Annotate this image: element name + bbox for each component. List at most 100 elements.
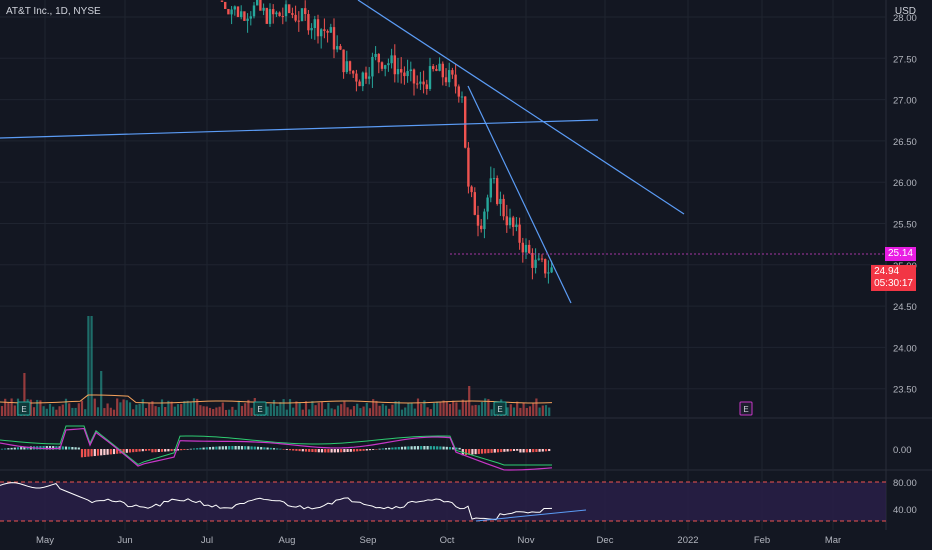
volume-bar — [295, 401, 298, 416]
volume-bar — [7, 402, 10, 416]
volume-bar — [381, 403, 384, 416]
currency-label: USD — [894, 6, 916, 17]
macd-histogram-bar — [375, 449, 378, 450]
volume-bar — [509, 404, 512, 416]
macd-histogram-bar — [128, 449, 132, 453]
time-axis-label: Dec — [597, 535, 614, 546]
candle-body — [387, 63, 390, 66]
macd-histogram-bar — [528, 449, 532, 453]
volume-bar — [279, 402, 282, 416]
volume-bar — [452, 400, 455, 416]
volume-bar — [77, 403, 80, 416]
macd-histogram-bar — [183, 449, 186, 450]
volume-bar — [304, 401, 308, 416]
volume-bar — [372, 399, 375, 416]
rsi-tick-label: 40.00 — [893, 505, 917, 516]
macd-histogram-bar — [90, 449, 93, 457]
price-tick-label: 25.50 — [893, 220, 917, 231]
volume-bar — [170, 401, 173, 416]
candle-body — [460, 96, 464, 98]
volume-bar — [202, 406, 205, 416]
time-axis-label: 2022 — [677, 535, 698, 546]
volume-bar — [128, 402, 132, 416]
macd-histogram-bar — [400, 446, 404, 450]
volume-bar — [42, 406, 45, 416]
volume-bar — [148, 402, 151, 416]
macd-histogram-bar — [336, 449, 340, 453]
price-tick-label: 23.50 — [893, 385, 917, 396]
volume-bar — [484, 398, 487, 416]
volume-bar — [55, 409, 58, 416]
candle-body — [515, 224, 518, 228]
macd-histogram-bar — [314, 449, 317, 453]
macd-histogram-bar — [391, 447, 394, 450]
macd-histogram-bar — [442, 446, 445, 450]
volume-bar — [103, 408, 106, 416]
macd-histogram-bar — [263, 447, 266, 450]
time-axis-label: Nov — [518, 535, 535, 546]
volume-bar — [183, 401, 186, 416]
macd-histogram-bar — [224, 446, 228, 450]
candle-body — [428, 66, 432, 89]
volume-bar — [154, 406, 157, 416]
candle-body — [307, 14, 310, 31]
candle-body — [374, 53, 377, 57]
price-tick-label: 27.50 — [893, 54, 917, 65]
candle-body — [220, 0, 224, 2]
macd-histogram-bar — [180, 449, 183, 451]
volume-bar — [32, 407, 36, 416]
alert-price-tag[interactable]: 25.14 — [884, 247, 916, 261]
current-price-tag[interactable]: 24.94 05:30:17 — [871, 265, 916, 291]
volume-bar — [196, 398, 199, 416]
volume-bar — [208, 407, 212, 416]
candle-body — [534, 259, 537, 268]
macd-histogram-bar — [413, 446, 416, 450]
candle-body — [492, 178, 496, 180]
volume-bar — [93, 398, 96, 416]
candle-body — [518, 224, 521, 243]
candle-body — [304, 8, 307, 15]
volume-bar — [199, 405, 202, 416]
candle-body — [310, 28, 313, 31]
macd-histogram-bar — [26, 446, 29, 450]
candle-body — [435, 69, 438, 71]
macd-histogram-bar — [212, 446, 215, 450]
price-tick-label: 24.00 — [893, 343, 917, 354]
candle-body — [486, 197, 489, 212]
macd-histogram-bar — [74, 447, 77, 450]
volume-bar — [426, 407, 429, 416]
candle-body — [451, 70, 454, 75]
macd-histogram-bar — [186, 449, 189, 450]
candle-body — [432, 66, 435, 70]
candle-body — [547, 272, 550, 274]
volume-bar — [400, 409, 404, 416]
volume-bar — [186, 400, 189, 416]
volume-bar — [4, 398, 7, 416]
macd-histogram-bar — [154, 449, 157, 453]
volume-bar — [173, 406, 176, 416]
rsi-tick-label: 80.00 — [893, 478, 917, 489]
macd-histogram-bar — [359, 449, 362, 452]
macd-histogram-bar — [13, 447, 16, 450]
candle-body — [390, 55, 393, 64]
volume-ma-line — [0, 394, 553, 404]
candle-body — [371, 56, 374, 77]
candle-body — [422, 81, 425, 85]
price-tick-label: 26.50 — [893, 137, 917, 148]
volume-bar — [0, 406, 4, 416]
candle-body — [313, 19, 316, 29]
volume-bar — [231, 406, 234, 416]
volume-bar — [250, 407, 253, 416]
volume-bar — [320, 402, 324, 416]
volume-bar — [74, 407, 77, 416]
macd-histogram-bar — [404, 446, 407, 450]
macd-histogram-bar — [295, 449, 298, 451]
candle-body — [444, 77, 448, 83]
macd-histogram-bar — [7, 448, 10, 450]
macd-histogram-bar — [311, 449, 314, 453]
volume-bar — [464, 400, 468, 416]
macd-histogram-bar — [368, 449, 372, 451]
macd-histogram-bar — [407, 446, 410, 450]
